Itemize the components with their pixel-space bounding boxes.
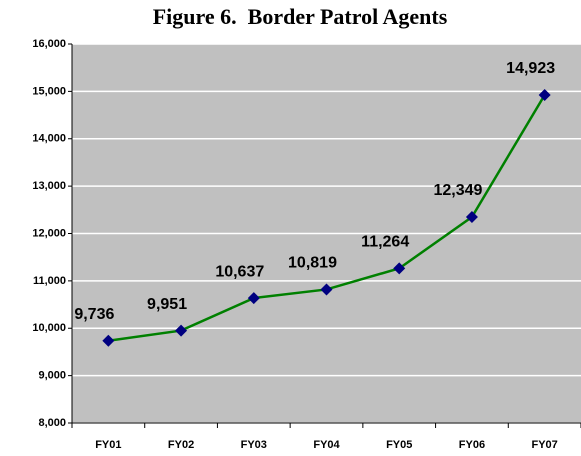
chart-title: Figure 6. Border Patrol Agents xyxy=(153,4,448,29)
data-label: 10,637 xyxy=(215,263,264,280)
data-label: 9,951 xyxy=(147,296,187,313)
y-tick-label: 10,000 xyxy=(32,322,66,334)
x-tick-label: FY01 xyxy=(95,439,121,451)
data-label: 11,264 xyxy=(361,234,409,251)
x-tick-label: FY07 xyxy=(531,439,557,451)
x-tick-label: FY03 xyxy=(241,439,267,451)
y-tick-label: 16,000 xyxy=(32,38,66,50)
marker xyxy=(465,210,478,223)
y-tick-label: 11,000 xyxy=(33,275,66,287)
marker xyxy=(175,324,188,337)
y-tick-label: 14,000 xyxy=(32,133,66,145)
x-tick-label: FY06 xyxy=(459,439,485,451)
marker xyxy=(102,334,115,347)
data-label: 14,923 xyxy=(506,60,555,77)
y-tick-label: 9,000 xyxy=(38,370,66,382)
marker xyxy=(247,292,260,305)
x-tick-label: FY02 xyxy=(168,439,194,451)
marker xyxy=(393,262,406,275)
x-tick-label: FY04 xyxy=(313,439,340,451)
data-label: 12,349 xyxy=(433,182,482,199)
x-tick-label: FY05 xyxy=(386,439,412,451)
data-label: 10,819 xyxy=(288,255,337,272)
y-tick-label: 12,000 xyxy=(32,227,66,239)
marker xyxy=(320,283,333,296)
y-tick-label: 13,000 xyxy=(32,180,66,192)
y-tick-label: 8,000 xyxy=(38,417,66,429)
marker xyxy=(538,89,551,102)
data-label: 9,736 xyxy=(74,306,114,323)
y-tick-label: 15,000 xyxy=(32,85,66,97)
